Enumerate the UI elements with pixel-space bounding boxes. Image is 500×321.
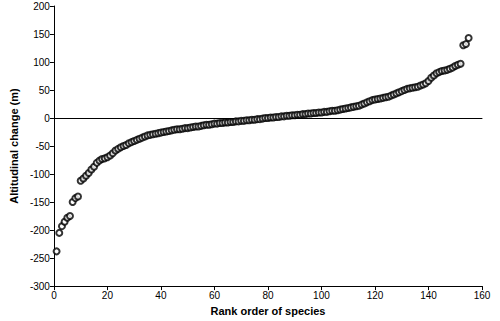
svg-text:100: 100: [33, 57, 50, 68]
svg-text:200: 200: [33, 1, 50, 12]
svg-text:80: 80: [262, 290, 274, 301]
svg-text:60: 60: [209, 290, 221, 301]
svg-text:Altitudinal change (m): Altitudinal change (m): [8, 88, 20, 204]
svg-text:40: 40: [155, 290, 167, 301]
svg-text:-200: -200: [30, 225, 50, 236]
svg-text:-100: -100: [30, 169, 50, 180]
svg-text:120: 120: [367, 290, 384, 301]
svg-text:-150: -150: [30, 197, 50, 208]
svg-text:160: 160: [474, 290, 491, 301]
svg-text:50: 50: [39, 85, 51, 96]
svg-text:-50: -50: [35, 141, 50, 152]
svg-text:-250: -250: [30, 253, 50, 264]
svg-text:150: 150: [33, 29, 50, 40]
svg-text:140: 140: [420, 290, 437, 301]
svg-text:Rank order of species: Rank order of species: [210, 305, 325, 317]
svg-text:0: 0: [44, 113, 50, 124]
svg-text:-300: -300: [30, 281, 50, 292]
svg-text:0: 0: [51, 290, 57, 301]
svg-text:20: 20: [102, 290, 114, 301]
svg-text:100: 100: [313, 290, 330, 301]
